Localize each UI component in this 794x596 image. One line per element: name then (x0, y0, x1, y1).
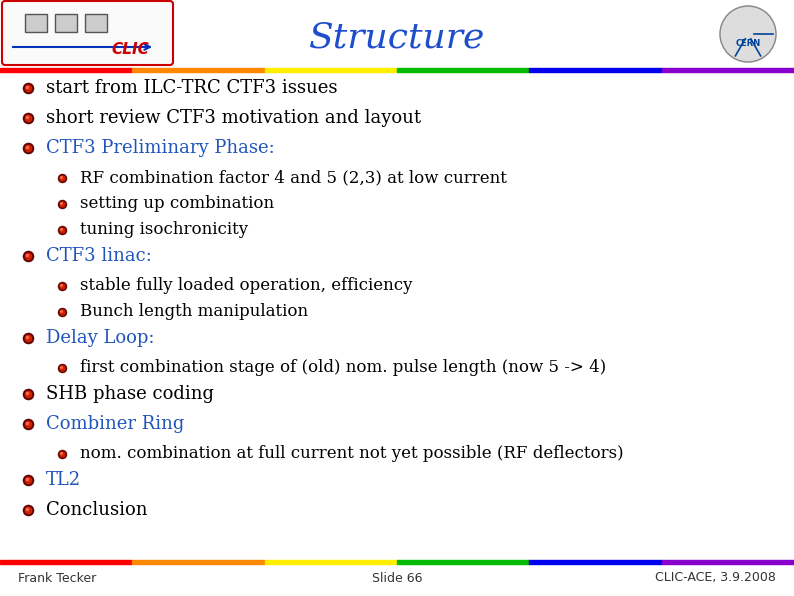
Bar (530, 560, 661, 564)
Circle shape (720, 6, 776, 62)
Text: CTF3 Preliminary Phase:: CTF3 Preliminary Phase: (46, 139, 275, 157)
Text: CLIC: CLIC (111, 42, 149, 57)
Text: Conclusion: Conclusion (46, 501, 148, 519)
Text: CERN: CERN (735, 39, 761, 48)
Bar (530, 68, 661, 72)
Bar (397, 68, 530, 72)
Text: TL2: TL2 (46, 471, 81, 489)
Bar (25, 14, 47, 32)
Bar (55, 14, 77, 32)
Bar (133, 68, 264, 72)
Bar (85, 14, 107, 32)
Text: Slide 66: Slide 66 (372, 572, 422, 585)
Text: Bunch length manipulation: Bunch length manipulation (80, 303, 308, 321)
Text: nom. combination at full current not yet possible (RF deflectors): nom. combination at full current not yet… (80, 445, 623, 462)
Text: first combination stage of (old) nom. pulse length (now 5 -> 4): first combination stage of (old) nom. pu… (80, 359, 607, 377)
Bar (0, 68, 133, 72)
Text: Structure: Structure (309, 21, 485, 55)
Bar (0, 560, 133, 564)
FancyBboxPatch shape (2, 1, 173, 65)
Text: stable fully loaded operation, efficiency: stable fully loaded operation, efficienc… (80, 278, 413, 294)
Text: start from ILC-TRC CTF3 issues: start from ILC-TRC CTF3 issues (46, 79, 337, 97)
Text: short review CTF3 motivation and layout: short review CTF3 motivation and layout (46, 109, 421, 127)
Text: CTF3 linac:: CTF3 linac: (46, 247, 152, 265)
Bar (133, 560, 264, 564)
Bar (264, 560, 397, 564)
Text: Delay Loop:: Delay Loop: (46, 329, 155, 347)
Text: setting up combination: setting up combination (80, 195, 274, 213)
Bar (264, 68, 397, 72)
Text: SHB phase coding: SHB phase coding (46, 385, 214, 403)
Text: Combiner Ring: Combiner Ring (46, 415, 184, 433)
Bar (661, 560, 794, 564)
Bar (661, 68, 794, 72)
Text: CLIC-ACE, 3.9.2008: CLIC-ACE, 3.9.2008 (655, 572, 776, 585)
Text: RF combination factor 4 and 5 (2,3) at low current: RF combination factor 4 and 5 (2,3) at l… (80, 169, 507, 187)
Text: Frank Tecker: Frank Tecker (18, 572, 96, 585)
Text: tuning isochronicity: tuning isochronicity (80, 222, 248, 238)
Bar (397, 560, 530, 564)
